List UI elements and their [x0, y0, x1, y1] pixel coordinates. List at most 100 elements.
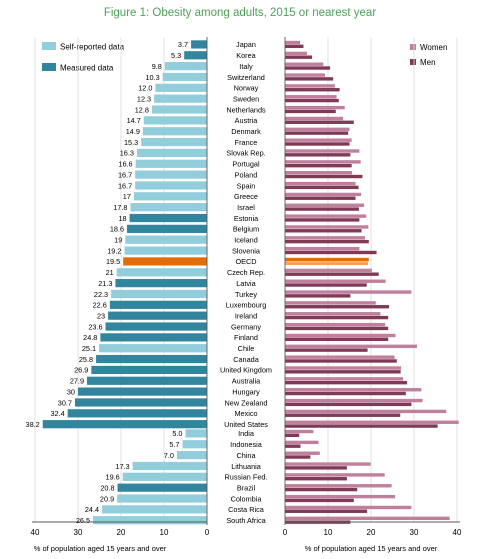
bar-men-spain — [285, 185, 359, 190]
country-label-canada: Canada — [233, 355, 260, 364]
bar-women-turkey — [285, 290, 412, 294]
left-tick-label: 30 — [74, 528, 83, 537]
bar-women-korea — [285, 51, 307, 56]
right-tick-label: 30 — [410, 528, 419, 537]
bar-women-hungary — [285, 388, 422, 392]
bar-men-estonia — [285, 218, 360, 222]
country-label-luxembourg: Luxembourg — [226, 301, 267, 310]
bar-women-spain — [285, 181, 356, 186]
value-label-india: 5.0 — [172, 429, 182, 438]
value-label-finland: 24.8 — [83, 333, 97, 342]
bar-women-russian-fed — [285, 473, 385, 477]
bar-women-finland — [285, 333, 396, 338]
country-label-slovenia: Slovenia — [232, 246, 261, 255]
bar-women-mexico — [285, 409, 447, 414]
country-label-india: India — [238, 429, 255, 438]
country-label-poland: Poland — [235, 170, 258, 179]
legend-swatch-men — [410, 59, 416, 65]
value-label-canada: 25.8 — [79, 355, 93, 364]
bar-women-slovenia — [285, 246, 360, 251]
country-label-germany: Germany — [231, 322, 261, 331]
right-legend: Women Men — [410, 43, 447, 67]
bar-women-brazil — [285, 484, 392, 488]
value-label-japan: 3.7 — [178, 40, 188, 49]
country-label-austria: Austria — [235, 116, 259, 125]
bar-women-oecd — [285, 257, 369, 262]
value-label-indonesia: 5.7 — [169, 440, 179, 449]
bar-men-india — [285, 433, 300, 438]
value-label-slovak-rep: 16.3 — [120, 149, 134, 158]
value-label-oecd: 19.5 — [106, 257, 120, 266]
right-axis: 0 10 20 30 40 — [283, 37, 462, 537]
bar-men-greece — [285, 196, 356, 200]
bar-women-austria — [285, 116, 344, 121]
bar-total-sweden — [154, 94, 207, 103]
value-label-israel: 17.8 — [113, 203, 127, 212]
bar-total-poland — [135, 170, 207, 179]
bar-men-finland — [285, 337, 389, 341]
bar-women-france — [285, 138, 352, 142]
country-label-colombia: Colombia — [231, 494, 263, 503]
right-tick-label: 40 — [453, 528, 462, 537]
bar-total-korea — [184, 51, 207, 60]
bar-men-turkey — [285, 294, 351, 298]
value-label-korea: 5.3 — [171, 51, 181, 60]
bar-total-estonia — [129, 213, 207, 223]
bar-total-iceland — [125, 235, 207, 244]
legend-label-women: Women — [420, 43, 447, 52]
country-label-hungary: Hungary — [232, 387, 260, 396]
country-label-slovak-rep: Slovak Rep. — [226, 149, 265, 158]
bar-men-israel — [285, 207, 359, 211]
country-label-mexico: Mexico — [234, 409, 257, 418]
value-label-slovenia: 19.2 — [107, 246, 121, 255]
bar-women-iceland — [285, 236, 365, 240]
value-label-greece: 17 — [123, 192, 131, 201]
bar-women-india — [285, 429, 314, 434]
value-label-denmark: 14.9 — [126, 127, 140, 136]
bar-men-russian-fed — [285, 477, 347, 481]
value-label-new-zealand: 30.7 — [58, 398, 72, 407]
bar-total-norway — [155, 83, 207, 92]
bar-women-poland — [285, 171, 353, 175]
bar-total-united-kingdom — [91, 365, 207, 375]
value-label-lithuania: 17.3 — [115, 462, 129, 471]
bar-women-chile — [285, 344, 418, 349]
country-label-brazil: Brazil — [237, 483, 256, 492]
bar-women-south-africa — [285, 516, 450, 521]
bar-men-slovak-rep — [285, 153, 351, 157]
bar-men-hungary — [285, 391, 406, 396]
value-label-costa-rica: 24.4 — [85, 505, 99, 514]
country-label-turkey: Turkey — [235, 290, 257, 299]
bar-women-czech-rep — [285, 268, 372, 273]
value-label-mexico: 32.4 — [50, 409, 64, 418]
country-label-iceland: Iceland — [234, 236, 258, 245]
bar-men-australia — [285, 380, 408, 385]
country-label-new-zealand: New Zealand — [225, 398, 268, 407]
country-label-south-africa: South Africa — [226, 516, 266, 525]
value-label-china: 7.0 — [164, 451, 174, 460]
right-tick-label: 10 — [324, 528, 333, 537]
bar-total-china — [176, 451, 207, 460]
value-label-france: 15.3 — [124, 138, 138, 147]
country-label-finland: Finland — [234, 333, 258, 342]
bar-women-belgium — [285, 225, 369, 229]
bar-men-france — [285, 142, 350, 146]
value-label-latvia: 21.3 — [98, 279, 112, 288]
bar-total-greece — [133, 192, 207, 201]
country-label-italy: Italy — [239, 62, 253, 71]
bar-total-indonesia — [182, 440, 207, 449]
country-label-netherlands: Netherlands — [226, 105, 266, 114]
bar-men-slovenia — [285, 250, 377, 255]
bar-total-netherlands — [151, 105, 207, 114]
bar-total-canada — [96, 354, 207, 364]
bar-women-united-kingdom — [285, 366, 402, 370]
bar-total-turkey — [111, 289, 207, 299]
bar-men-portugal — [285, 163, 352, 168]
bar-men-costa-rica — [285, 509, 368, 513]
country-label-belgium: Belgium — [233, 225, 259, 234]
bar-women-latvia — [285, 279, 386, 283]
country-label-spain: Spain — [237, 181, 256, 190]
bar-total-portugal — [135, 159, 207, 168]
